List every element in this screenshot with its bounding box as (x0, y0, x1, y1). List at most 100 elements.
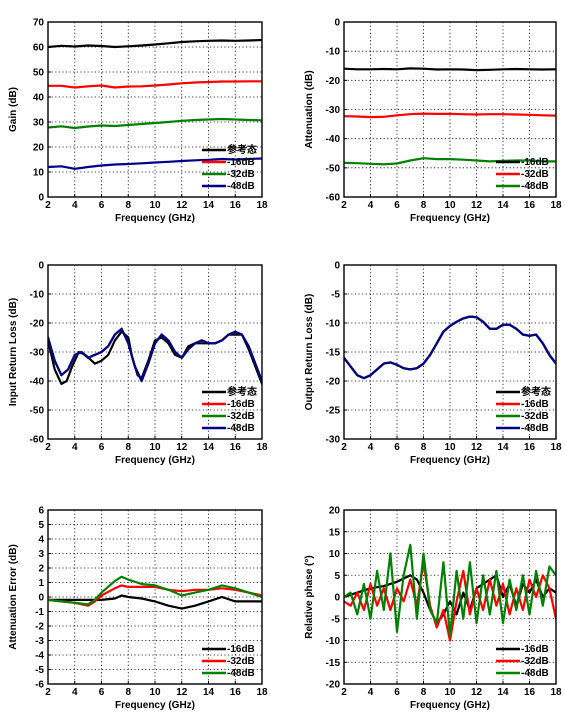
series-line-1 (48, 38, 262, 49)
x-tick-label: 8 (421, 442, 427, 453)
y-tick-label: 0 (334, 18, 340, 29)
y-tick-label: 5 (334, 571, 340, 582)
y-tick-label: -6 (35, 680, 44, 691)
y-tick-label: 20 (329, 506, 341, 517)
series-line-3 (48, 117, 262, 130)
y-tick-label: 4 (38, 535, 44, 546)
x-tick-label: 6 (99, 442, 105, 453)
y-tick-label: -15 (326, 658, 341, 669)
plot-frame (343, 509, 557, 685)
x-tick-label: 2 (341, 687, 347, 698)
x-tick-label: 10 (149, 200, 161, 211)
legend-label: -32dB (227, 169, 255, 180)
series-line-3 (344, 157, 556, 166)
series-line-1 (48, 594, 262, 610)
y-tick-label: -20 (326, 680, 341, 691)
legend-label: 参考态 (227, 143, 257, 156)
y-tick-label: 1 (38, 578, 44, 589)
legend-label: -16dB (227, 644, 255, 655)
y-tick-label: 0 (38, 193, 44, 204)
x-tick-label: 14 (497, 200, 509, 211)
x-axis-label: Frequency (GHz) (410, 455, 490, 466)
y-tick-label: -50 (30, 406, 45, 417)
legend-label: -16dB (521, 157, 549, 168)
y-tick-label: 0 (38, 593, 44, 604)
series-line-2 (344, 561, 556, 642)
x-tick-label: 16 (524, 687, 536, 698)
series-line-4 (48, 157, 262, 170)
x-tick-label: 18 (256, 200, 268, 211)
x-tick-label: 4 (368, 687, 374, 698)
y-tick-label: -20 (30, 319, 45, 330)
y-tick-label: -15 (326, 348, 341, 359)
x-tick-label: 18 (550, 442, 562, 453)
x-tick-label: 4 (368, 442, 374, 453)
plot-frame (343, 264, 557, 440)
x-tick-label: 12 (176, 442, 188, 453)
y-tick-label: 30 (33, 118, 45, 129)
y-tick-label: 50 (33, 68, 45, 79)
y-tick-label: -10 (326, 636, 341, 647)
x-tick-label: 16 (230, 442, 242, 453)
legend-label: -48dB (521, 423, 549, 434)
y-tick-label: -10 (30, 290, 45, 301)
x-axis-label: Frequency (GHz) (410, 700, 490, 711)
y-tick-label: 70 (33, 18, 45, 29)
x-tick-label: 10 (149, 442, 161, 453)
chart-2: 2 4 6 8 10 12 14 16 18 0 -10 -20 -30 -40 -50 -60 -16dB-3… (304, 18, 562, 225)
legend-label: -48dB (521, 668, 549, 679)
x-tick-label: 18 (256, 687, 268, 698)
legend-label: -48dB (227, 668, 255, 679)
y-axis-label: Attenuation (dB) (304, 70, 315, 148)
legend-label: -32dB (521, 169, 549, 180)
y-tick-label: 0 (38, 261, 44, 272)
y-tick-label: -20 (326, 377, 341, 388)
series-line-4 (48, 327, 262, 383)
x-tick-label: 16 (524, 200, 536, 211)
y-tick-label: 40 (33, 93, 45, 104)
y-tick-label: 10 (329, 549, 341, 560)
x-tick-label: 12 (471, 442, 483, 453)
x-tick-label: 10 (444, 442, 456, 453)
x-tick-label: 4 (72, 687, 78, 698)
plot-frame (343, 21, 557, 198)
x-tick-label: 8 (125, 442, 131, 453)
legend-label: -48dB (227, 181, 255, 192)
x-tick-label: 4 (72, 442, 78, 453)
y-tick-label: 6 (38, 506, 44, 517)
x-tick-label: 14 (497, 442, 509, 453)
y-tick-label: -30 (326, 105, 341, 116)
legend-label: -16dB (227, 399, 255, 410)
series-group (48, 38, 262, 170)
y-tick-label: -20 (326, 76, 341, 87)
x-tick-label: 2 (45, 200, 51, 211)
x-tick-label: 8 (125, 687, 131, 698)
x-tick-label: 14 (203, 687, 215, 698)
chart-5: 2 4 6 8 10 12 14 16 186543210-1-2-3-4-5-6-16dB-3… (8, 506, 268, 712)
x-tick-label: 16 (230, 200, 242, 211)
series-group (48, 327, 262, 385)
y-tick-label: -10 (326, 47, 341, 58)
legend-label: -32dB (227, 411, 255, 422)
series-line-2 (344, 112, 556, 119)
y-tick-label: 2 (38, 564, 44, 575)
y-axis-label: Relative phase (°) (304, 555, 315, 638)
y-tick-label: -25 (326, 406, 341, 417)
y-tick-label: 10 (33, 168, 45, 179)
series-line-4 (344, 315, 556, 380)
y-tick-label: -30 (326, 435, 341, 446)
series-line-1 (344, 67, 556, 72)
series-line-2 (48, 80, 262, 89)
y-tick-label: -2 (35, 622, 44, 633)
x-axis-label: Frequency (GHz) (410, 213, 490, 224)
y-axis-label: Output Return Loss (dB) (304, 294, 315, 411)
x-tick-label: 18 (256, 442, 268, 453)
y-tick-label: -10 (326, 319, 341, 330)
chart-6: 2 4 6 8 10 12 14 16 18 20 15 10 5 0 -5 -10 -15 -20 -16dB-3… (304, 506, 562, 712)
y-tick-label: 3 (38, 549, 44, 560)
series-group (344, 543, 556, 642)
x-tick-label: 12 (176, 200, 188, 211)
y-tick-label: -5 (331, 290, 340, 301)
x-tick-label: 8 (125, 200, 131, 211)
